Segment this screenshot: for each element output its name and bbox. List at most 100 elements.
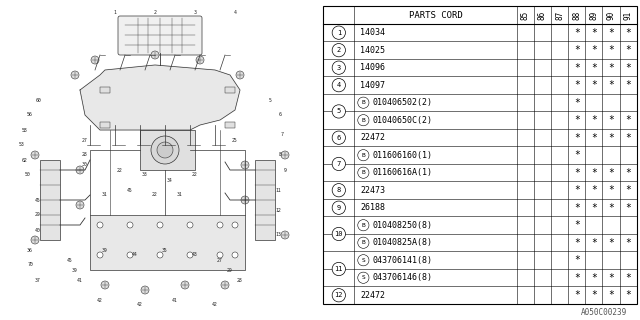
- Circle shape: [187, 222, 193, 228]
- Text: 50: 50: [25, 172, 31, 178]
- Text: 14025: 14025: [360, 46, 385, 55]
- Text: 70: 70: [27, 262, 33, 268]
- Text: *: *: [608, 290, 614, 300]
- Text: *: *: [608, 115, 614, 125]
- Text: *: *: [574, 290, 580, 300]
- Text: *: *: [591, 168, 597, 178]
- Text: 44: 44: [132, 252, 138, 258]
- Text: *: *: [574, 150, 580, 160]
- Text: 62: 62: [22, 157, 28, 163]
- Text: *: *: [591, 80, 597, 90]
- Text: S: S: [362, 275, 365, 280]
- Text: 88: 88: [572, 11, 581, 20]
- Text: 90: 90: [607, 11, 616, 20]
- Text: *: *: [591, 273, 597, 283]
- Text: 36: 36: [27, 247, 33, 252]
- Text: *: *: [608, 185, 614, 195]
- Text: B: B: [362, 153, 365, 158]
- Circle shape: [332, 184, 346, 197]
- Bar: [90, 215, 245, 270]
- Text: *: *: [574, 203, 580, 213]
- Text: 34: 34: [167, 178, 173, 182]
- Circle shape: [332, 201, 346, 214]
- Text: *: *: [625, 203, 631, 213]
- Text: B: B: [362, 240, 365, 245]
- Text: 42: 42: [97, 298, 103, 302]
- Circle shape: [127, 252, 133, 258]
- Text: 45: 45: [67, 258, 73, 262]
- Text: 3: 3: [193, 10, 196, 14]
- Circle shape: [76, 201, 84, 209]
- Text: 85: 85: [521, 11, 530, 20]
- Circle shape: [31, 236, 39, 244]
- Circle shape: [241, 161, 249, 169]
- Circle shape: [151, 136, 179, 164]
- Circle shape: [332, 61, 346, 74]
- Text: *: *: [625, 168, 631, 178]
- Text: *: *: [608, 45, 614, 55]
- Text: 42: 42: [212, 302, 218, 308]
- Text: *: *: [574, 238, 580, 248]
- FancyBboxPatch shape: [118, 16, 202, 55]
- Text: 2: 2: [154, 10, 156, 14]
- Text: 56: 56: [27, 113, 33, 117]
- Circle shape: [332, 157, 346, 171]
- Text: 45: 45: [127, 188, 133, 193]
- Text: 30: 30: [82, 163, 88, 167]
- Circle shape: [141, 286, 149, 294]
- Circle shape: [157, 222, 163, 228]
- Text: 53: 53: [19, 142, 25, 148]
- Text: *: *: [608, 133, 614, 143]
- Text: *: *: [591, 238, 597, 248]
- Text: 91: 91: [624, 11, 633, 20]
- Text: A050C00239: A050C00239: [581, 308, 627, 317]
- Text: 45: 45: [35, 197, 41, 203]
- Text: *: *: [591, 133, 597, 143]
- Text: 22473: 22473: [360, 186, 385, 195]
- Circle shape: [196, 56, 204, 64]
- Circle shape: [71, 71, 79, 79]
- Text: *: *: [591, 28, 597, 38]
- Text: 043706141(8): 043706141(8): [373, 256, 433, 265]
- Text: *: *: [625, 28, 631, 38]
- Bar: [100, 87, 110, 93]
- Circle shape: [151, 51, 159, 59]
- Circle shape: [332, 26, 346, 39]
- Text: 7: 7: [280, 132, 284, 138]
- Circle shape: [281, 231, 289, 239]
- Text: *: *: [591, 63, 597, 73]
- Circle shape: [232, 252, 238, 258]
- Circle shape: [332, 289, 346, 302]
- Text: 11: 11: [335, 266, 343, 272]
- Text: *: *: [608, 28, 614, 38]
- Text: 28: 28: [82, 153, 88, 157]
- Circle shape: [241, 196, 249, 204]
- Text: 41: 41: [172, 298, 178, 302]
- Circle shape: [157, 252, 163, 258]
- Circle shape: [236, 71, 244, 79]
- Text: 40: 40: [35, 228, 41, 233]
- Text: 14097: 14097: [360, 81, 385, 90]
- Text: *: *: [574, 45, 580, 55]
- Text: 01040650C(2): 01040650C(2): [373, 116, 433, 125]
- Text: 27: 27: [217, 258, 223, 262]
- Circle shape: [332, 227, 346, 241]
- Text: *: *: [608, 80, 614, 90]
- Text: 22: 22: [152, 193, 158, 197]
- Text: *: *: [574, 220, 580, 230]
- Text: 011606160(1): 011606160(1): [373, 151, 433, 160]
- Text: 28: 28: [237, 277, 243, 283]
- Text: PARTS CORD: PARTS CORD: [409, 11, 463, 20]
- Text: 29: 29: [227, 268, 233, 273]
- Text: 01040825A(8): 01040825A(8): [373, 238, 433, 247]
- Text: 1: 1: [113, 10, 116, 14]
- Text: *: *: [625, 273, 631, 283]
- Text: *: *: [574, 80, 580, 90]
- Text: 6: 6: [278, 113, 282, 117]
- Text: 3: 3: [337, 65, 341, 71]
- Circle shape: [332, 44, 346, 57]
- Text: 5: 5: [269, 98, 271, 102]
- Text: *: *: [625, 290, 631, 300]
- Text: *: *: [608, 63, 614, 73]
- Text: *: *: [574, 115, 580, 125]
